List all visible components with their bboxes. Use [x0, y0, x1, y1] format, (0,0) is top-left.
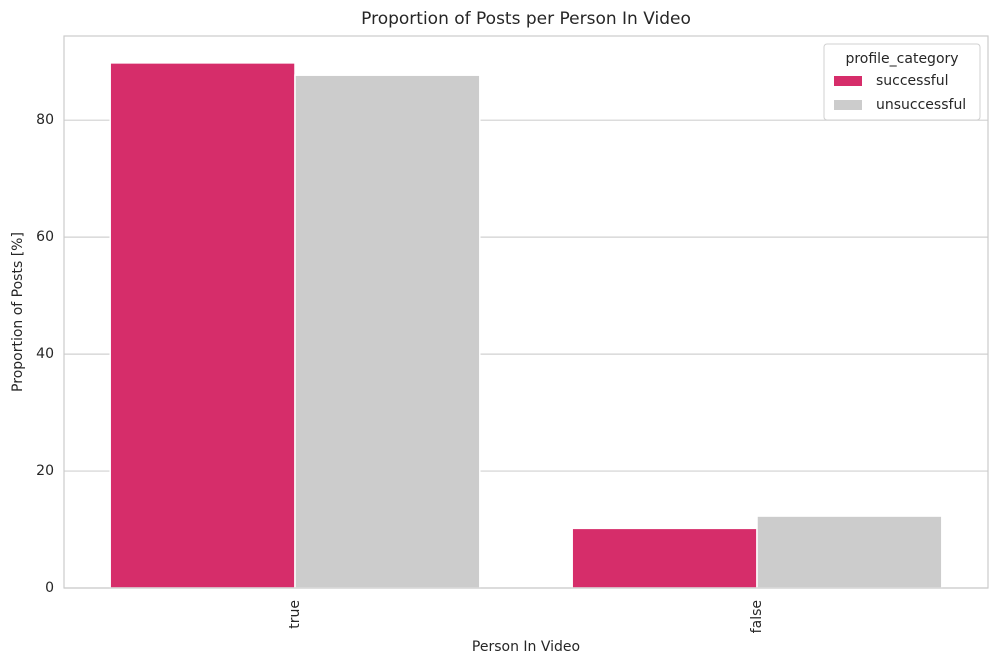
x-axis-label: Person In Video	[472, 639, 580, 655]
y-tick-label: 60	[36, 229, 54, 245]
legend-label: successful	[876, 73, 948, 89]
legend-swatch	[834, 100, 862, 110]
legend-swatch	[834, 76, 862, 86]
plot-frame	[63, 35, 989, 589]
legend-label: unsuccessful	[876, 97, 966, 113]
y-tick-label: 80	[36, 112, 54, 128]
y-tick-label: 20	[36, 463, 54, 479]
y-axis-label: Proportion of Posts [%]	[10, 232, 26, 392]
x-tick-label: true	[287, 600, 303, 629]
y-tick-label: 0	[45, 580, 54, 596]
bar	[571, 527, 758, 589]
bar	[109, 62, 296, 589]
legend-box	[823, 43, 981, 121]
x-tick-label: false	[749, 600, 765, 633]
chart-title: Proportion of Posts per Person In Video	[361, 9, 691, 29]
bar	[294, 74, 481, 589]
y-tick-label: 40	[36, 346, 54, 362]
bar	[756, 515, 943, 589]
legend-title: profile_category	[845, 51, 958, 67]
